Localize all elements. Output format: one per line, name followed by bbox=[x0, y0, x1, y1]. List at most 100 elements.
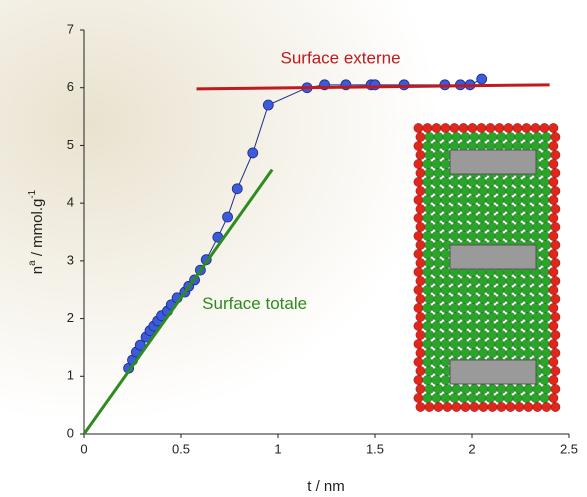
particle bbox=[550, 168, 561, 178]
particle bbox=[415, 312, 426, 322]
particle bbox=[514, 186, 525, 196]
particle bbox=[433, 294, 444, 304]
particle bbox=[503, 285, 514, 295]
particle bbox=[539, 375, 550, 385]
particle bbox=[431, 339, 442, 349]
particle bbox=[469, 384, 480, 394]
particle bbox=[505, 294, 516, 304]
particle bbox=[505, 132, 516, 142]
particle bbox=[449, 285, 460, 295]
particle bbox=[460, 186, 471, 196]
particle bbox=[514, 348, 525, 358]
particle bbox=[505, 330, 516, 340]
particle bbox=[514, 204, 525, 214]
particle bbox=[494, 303, 505, 313]
particle bbox=[467, 123, 478, 133]
particle bbox=[539, 285, 550, 295]
particle bbox=[485, 231, 496, 241]
particle bbox=[530, 321, 541, 331]
particle bbox=[433, 132, 444, 142]
particle bbox=[485, 321, 496, 331]
particle bbox=[440, 177, 451, 187]
particle bbox=[422, 339, 433, 349]
particle bbox=[485, 303, 496, 313]
particle bbox=[530, 303, 541, 313]
particle bbox=[521, 177, 532, 187]
particle bbox=[440, 393, 451, 403]
particle bbox=[476, 141, 487, 151]
particle bbox=[496, 384, 507, 394]
particle bbox=[541, 366, 552, 376]
particle bbox=[440, 375, 451, 385]
particle bbox=[415, 330, 426, 340]
particle bbox=[503, 123, 514, 133]
particle bbox=[512, 231, 523, 241]
particle bbox=[424, 240, 435, 250]
particle bbox=[460, 384, 471, 394]
particle bbox=[541, 402, 552, 412]
particle bbox=[503, 321, 514, 331]
particle bbox=[505, 222, 516, 232]
particle bbox=[550, 276, 561, 286]
particle bbox=[523, 132, 534, 142]
particle bbox=[422, 285, 433, 295]
particle bbox=[469, 276, 480, 286]
particle bbox=[496, 330, 507, 340]
particle bbox=[442, 312, 453, 322]
particle bbox=[494, 195, 505, 205]
particle bbox=[433, 168, 444, 178]
x-tick-label: 2.5 bbox=[560, 441, 578, 456]
particle bbox=[442, 348, 453, 358]
particle bbox=[503, 177, 514, 187]
particle bbox=[424, 384, 435, 394]
particle bbox=[449, 195, 460, 205]
y-tick-label: 5 bbox=[67, 137, 74, 152]
x-tick-label: 1.5 bbox=[366, 441, 384, 456]
particle bbox=[514, 330, 525, 340]
particle bbox=[440, 195, 451, 205]
data-point bbox=[476, 73, 488, 85]
particle bbox=[521, 393, 532, 403]
particle bbox=[458, 303, 469, 313]
particle bbox=[413, 195, 424, 205]
particle bbox=[451, 330, 462, 340]
particle bbox=[433, 240, 444, 250]
particle bbox=[431, 123, 442, 133]
particle bbox=[422, 321, 433, 331]
particle bbox=[541, 294, 552, 304]
particle bbox=[424, 258, 435, 268]
particle bbox=[440, 303, 451, 313]
particle bbox=[523, 384, 534, 394]
particle bbox=[467, 303, 478, 313]
particle bbox=[523, 204, 534, 214]
particle bbox=[467, 285, 478, 295]
particle bbox=[422, 177, 433, 187]
y-label-part: / mmol.g bbox=[29, 199, 46, 261]
particle bbox=[413, 141, 424, 151]
particle bbox=[548, 195, 559, 205]
particle bbox=[512, 213, 523, 223]
particle bbox=[532, 348, 543, 358]
particle bbox=[467, 177, 478, 187]
particle bbox=[467, 339, 478, 349]
particle bbox=[413, 303, 424, 313]
slab bbox=[449, 359, 537, 385]
particle bbox=[422, 141, 433, 151]
particle bbox=[530, 285, 541, 295]
particle bbox=[458, 177, 469, 187]
particle bbox=[505, 186, 516, 196]
particle bbox=[512, 195, 523, 205]
particle bbox=[469, 348, 480, 358]
particle bbox=[431, 249, 442, 259]
particle bbox=[449, 177, 460, 187]
particle bbox=[442, 330, 453, 340]
particle bbox=[548, 231, 559, 241]
particle bbox=[467, 213, 478, 223]
particle bbox=[514, 402, 525, 412]
particle bbox=[505, 312, 516, 322]
particle bbox=[415, 240, 426, 250]
data-point bbox=[262, 99, 274, 111]
particle bbox=[458, 231, 469, 241]
particle bbox=[496, 348, 507, 358]
particle bbox=[433, 276, 444, 286]
